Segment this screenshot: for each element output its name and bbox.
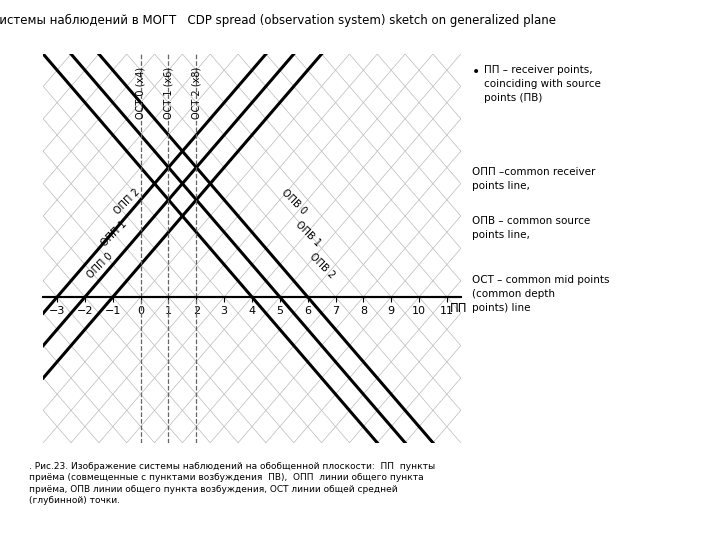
Text: ОПВ 0: ОПВ 0 [280,187,309,216]
Text: ОПВ 1: ОПВ 1 [294,219,323,248]
Text: ПП: ПП [450,302,467,315]
Text: ОСТ 1 (x6): ОСТ 1 (x6) [163,67,174,119]
Text: ОСТ – common mid points
(common depth
points) line: ОСТ – common mid points (common depth po… [472,275,609,313]
Text: ПП – receiver points,
coinciding with source
points (ПВ): ПП – receiver points, coinciding with so… [484,65,600,103]
Text: •: • [472,65,480,79]
Text: ОСТ 0 (x4): ОСТ 0 (x4) [135,67,145,119]
Text: ОПВ 2: ОПВ 2 [307,252,337,281]
Text: ОПП 0: ОПП 0 [85,251,114,281]
Text: ОПП –common receiver
points line,: ОПП –common receiver points line, [472,167,595,191]
Text: Системы наблюдений в МОГТ   CDP spread (observation system) sketch on generalize: Системы наблюдений в МОГТ CDP spread (ob… [0,14,556,26]
Text: ОПП 1: ОПП 1 [99,219,128,248]
Text: ОСТ 2 (x8): ОСТ 2 (x8) [192,67,202,119]
Text: ОПП 2: ОПП 2 [113,186,143,216]
Text: . Рис.23. Изображение системы наблюдений на обобщенной плоскости:  ПП  пункты
пр: . Рис.23. Изображение системы наблюдений… [29,462,435,505]
Text: ОПВ – common source
points line,: ОПВ – common source points line, [472,216,590,240]
